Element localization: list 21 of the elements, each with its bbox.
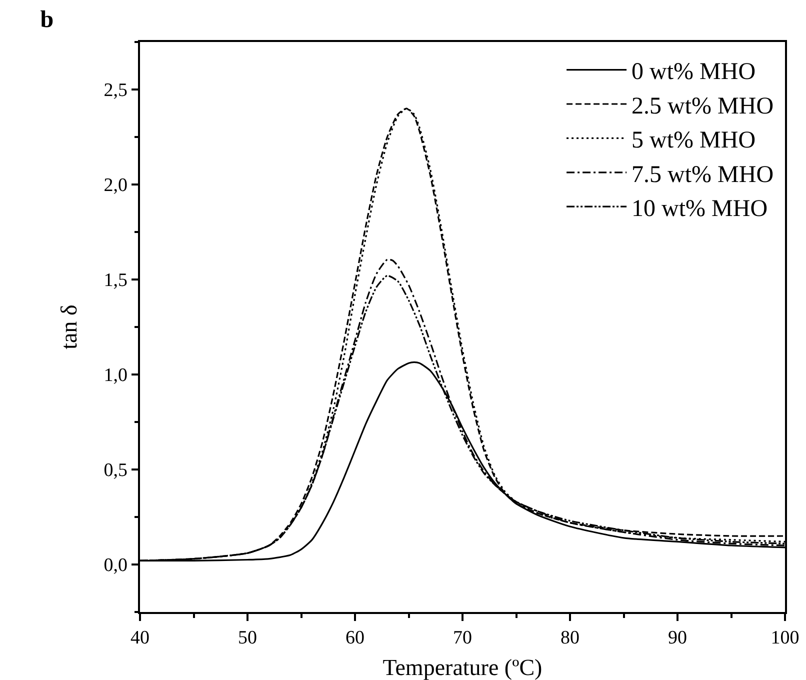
x-tick-label: 50 — [238, 628, 257, 649]
legend-label: 7.5 wt% MHO — [632, 162, 774, 188]
y-tick-label: 0,0 — [104, 555, 128, 576]
x-tick-label: 70 — [453, 628, 472, 649]
x-tick-label: 90 — [668, 628, 687, 649]
legend-label: 0 wt% MHO — [632, 59, 756, 86]
y-tick-label: 1,5 — [104, 270, 128, 292]
y-tick-label: 2,0 — [104, 175, 128, 196]
legend-label: 10 wt% MHO — [632, 196, 768, 222]
x-axis-title: Temperature (ºC) — [382, 655, 542, 680]
y-tick-label: 0,5 — [104, 460, 128, 482]
y-tick-label: 2,5 — [104, 80, 128, 102]
y-axis-title: tan δ — [56, 304, 82, 350]
legend-label: 2.5 wt% MHO — [632, 93, 774, 120]
y-tick-label: 1,0 — [104, 365, 128, 386]
x-tick-label: 40 — [130, 628, 150, 649]
chart-title: b — [40, 7, 54, 33]
x-tick-label: 100 — [770, 628, 800, 649]
x-tick-label: 80 — [560, 628, 580, 649]
x-tick-label: 60 — [346, 628, 364, 649]
legend-label: 5 wt% MHO — [632, 128, 756, 154]
